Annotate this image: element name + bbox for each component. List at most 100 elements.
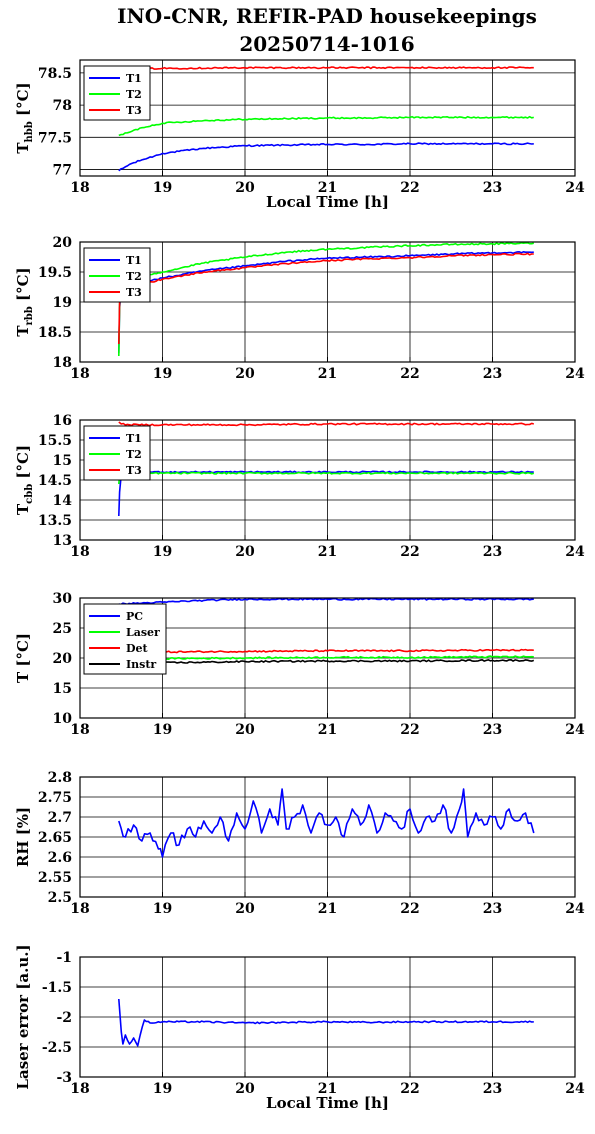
- x-tick-label: 19: [153, 901, 172, 917]
- y-tick-label: 77: [53, 163, 72, 179]
- y-tick-label: -1: [56, 950, 72, 966]
- legend: T1 T2 T3: [83, 247, 151, 303]
- legend-label-t2: T2: [126, 270, 142, 283]
- series-line-trace: [118, 788, 535, 858]
- series-line-trace: [118, 998, 534, 1047]
- x-tick-label: 19: [153, 366, 172, 382]
- y-tick-label: -2: [56, 1010, 72, 1026]
- x-tick-label: 22: [400, 1081, 419, 1097]
- y-axis-label: Trbb [°C]: [14, 267, 35, 336]
- plot-panel-5: 18 19 20 21 22 23 24 2.5 2.55 2.6 2.65 2.7 2.75 2.8 RH…: [14, 770, 585, 917]
- y-tick-label: 25: [53, 621, 72, 637]
- series-line-t2: [118, 471, 535, 485]
- x-tick-label: 23: [483, 366, 502, 382]
- legend-label-t3: T3: [126, 464, 142, 477]
- x-tick-label: 18: [70, 901, 89, 917]
- legend-label-det: Det: [126, 642, 149, 655]
- x-tick-label: 20: [235, 366, 255, 382]
- y-tick-label: 15: [53, 453, 72, 469]
- series-line-t1: [118, 142, 534, 172]
- plots-container: 18 19 20 21 22 23 24 77 77.5 78 78.5 Local Time [h]…: [14, 59, 585, 1112]
- x-tick-label: 19: [153, 544, 172, 560]
- legend-label-pc: PC: [126, 610, 143, 623]
- y-tick-label: -3: [56, 1070, 72, 1086]
- x-tick-label: 24: [565, 722, 585, 738]
- y-tick-label: 2.5: [48, 890, 72, 906]
- x-tick-label: 23: [483, 1081, 502, 1097]
- x-tick-label: 19: [153, 722, 172, 738]
- x-axis-label: Local Time [h]: [266, 193, 389, 211]
- y-axis-label: T [°C]: [14, 633, 32, 683]
- legend: T1 T2 T3: [83, 65, 151, 121]
- y-tick-label: 14: [53, 493, 73, 509]
- y-tick-label: 20: [53, 235, 73, 251]
- series-line-det: [118, 648, 534, 655]
- y-tick-label: 19.5: [38, 265, 72, 281]
- x-tick-label: 21: [318, 544, 337, 560]
- x-tick-label: 22: [400, 366, 419, 382]
- x-tick-label: 18: [70, 180, 89, 196]
- y-axis-label: Tcbb [°C]: [14, 445, 35, 515]
- x-tick-label: 24: [565, 180, 585, 196]
- x-tick-label: 22: [400, 180, 419, 196]
- y-tick-label: 18: [53, 355, 72, 371]
- x-tick-label: 20: [235, 1081, 255, 1097]
- x-tick-label: 19: [153, 1081, 172, 1097]
- y-tick-label: 19: [53, 295, 72, 311]
- x-tick-label: 21: [318, 1081, 337, 1097]
- x-tick-label: 24: [565, 366, 585, 382]
- legend-label-t2: T2: [126, 88, 142, 101]
- plot-panel-4: 18 19 20 21 22 23 24 10 15 20 25 30 T [°C] PC Laser Det…: [14, 591, 585, 738]
- plot-panel-3: 18 19 20 21 22 23 24 13 13.5 14 14.5 15 15.5 16 Tcbb […: [14, 413, 585, 560]
- legend-label-t1: T1: [126, 254, 142, 267]
- y-tick-label: 13: [53, 533, 72, 549]
- y-tick-label: 30: [53, 591, 73, 607]
- y-tick-label: -2.5: [42, 1040, 72, 1056]
- x-tick-label: 23: [483, 901, 502, 917]
- y-tick-label: 2.65: [38, 830, 72, 846]
- y-tick-label: 2.6: [48, 850, 72, 866]
- legend-label-t3: T3: [126, 286, 142, 299]
- y-axis-label: Thbb [°C]: [14, 82, 35, 153]
- y-tick-label: 15.5: [38, 433, 72, 449]
- series-line-t1: [118, 470, 534, 517]
- x-tick-label: 23: [483, 544, 502, 560]
- x-tick-label: 21: [318, 901, 337, 917]
- series-line-t1: [118, 251, 534, 354]
- legend-label-t1: T1: [126, 72, 142, 85]
- series-line-t3: [118, 66, 534, 71]
- y-tick-label: 10: [53, 711, 73, 727]
- y-tick-label: 78.5: [38, 66, 72, 82]
- legend-label-laser: Laser: [126, 626, 160, 639]
- x-tick-label: 24: [565, 901, 585, 917]
- x-tick-label: 18: [70, 722, 89, 738]
- x-tick-label: 22: [400, 544, 419, 560]
- legend: T1 T2 T3: [83, 425, 151, 481]
- x-tick-label: 21: [318, 722, 337, 738]
- legend: PC Laser Det Instr: [83, 603, 167, 675]
- y-axis-label: Laser error [a.u.]: [14, 944, 32, 1089]
- series-line-t2: [118, 242, 534, 357]
- series-line-instr: [118, 658, 535, 666]
- x-tick-label: 24: [565, 1081, 585, 1097]
- figure-title-line-1: INO-CNR, REFIR-PAD housekeepings: [117, 4, 537, 28]
- legend-label-t2: T2: [126, 448, 142, 461]
- series-line-t3: [118, 421, 535, 427]
- legend-label-instr: Instr: [126, 658, 156, 671]
- series-line-t2: [118, 115, 534, 137]
- y-tick-label: 20: [53, 651, 73, 667]
- figure-title-line-2: 20250714-1016: [239, 32, 414, 56]
- y-tick-label: -1.5: [42, 980, 72, 996]
- y-tick-label: 2.8: [48, 770, 72, 786]
- y-tick-label: 15: [53, 681, 72, 697]
- x-tick-label: 20: [235, 722, 255, 738]
- x-tick-label: 20: [235, 901, 255, 917]
- x-tick-label: 21: [318, 180, 337, 196]
- x-tick-label: 18: [70, 1081, 89, 1097]
- y-tick-label: 2.75: [38, 790, 72, 806]
- x-tick-label: 23: [483, 722, 502, 738]
- series-line-pc: [118, 597, 534, 606]
- series-line-t3: [118, 252, 534, 345]
- y-axis-label: RH [%]: [14, 807, 32, 867]
